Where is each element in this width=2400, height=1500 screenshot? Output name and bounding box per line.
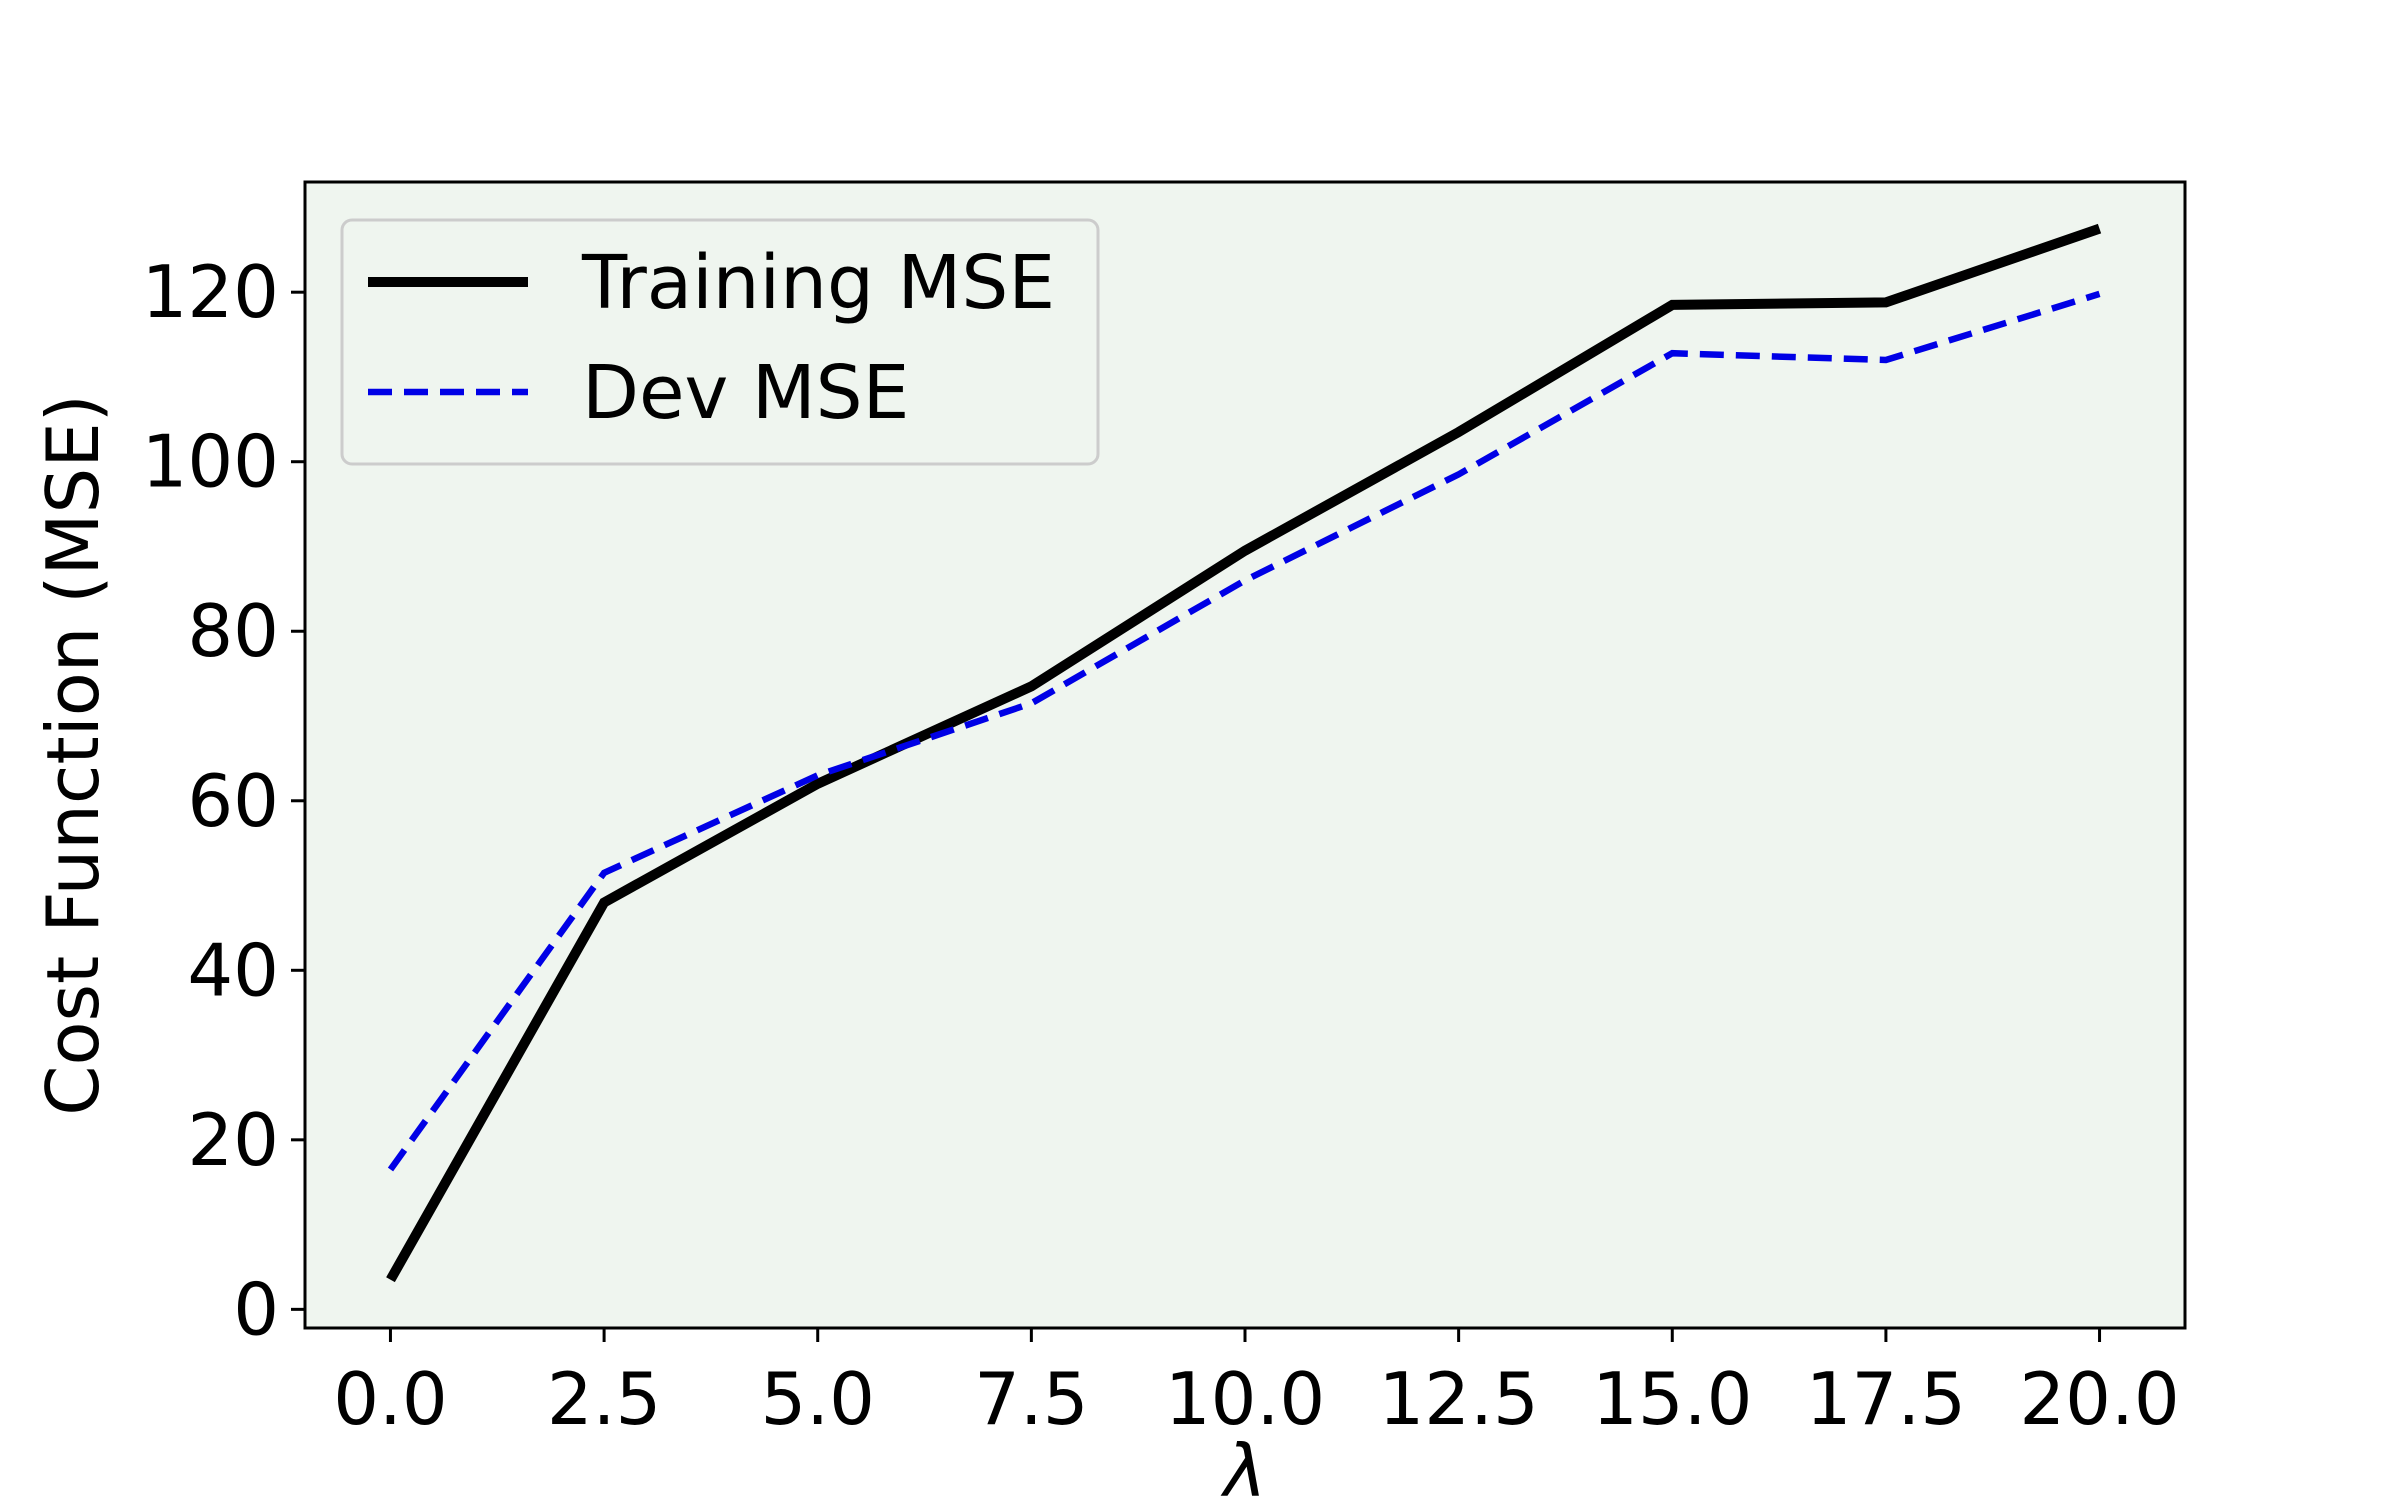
x-tick-label: 7.5 [974, 1357, 1089, 1441]
x-tick-label: 20.0 [2019, 1357, 2179, 1441]
legend-label-training-mse: Training MSE [581, 240, 1055, 326]
x-axis-label: λ [1220, 1429, 1267, 1500]
y-tick-label: 0 [233, 1267, 279, 1351]
y-tick-label: 40 [187, 928, 279, 1012]
x-tick-label: 15.0 [1592, 1357, 1752, 1441]
y-axis: 0 20 40 60 80 100 120 [142, 250, 305, 1351]
x-tick-label: 12.5 [1378, 1357, 1538, 1441]
x-tick-label: 17.5 [1806, 1357, 1966, 1441]
y-axis-label: Cost Function (MSE) [31, 394, 115, 1116]
x-tick-label: 2.5 [547, 1357, 662, 1441]
y-tick-label: 60 [187, 759, 279, 843]
legend-box [340, 218, 1100, 466]
x-tick-label: 5.0 [760, 1357, 875, 1441]
x-tick-label: 10.0 [1165, 1357, 1325, 1441]
series-line-dev-mse [387, 290, 2101, 1172]
series-line-training-mse [386, 223, 2102, 1283]
legend-label-dev-mse: Dev MSE [582, 350, 909, 436]
series-layer [386, 223, 2102, 1283]
y-tick-label: 20 [187, 1098, 279, 1182]
x-axis: 0.0 2.5 5.0 7.5 10.0 12.5 15.0 17.5 20.0 [333, 1328, 2180, 1441]
y-tick-label: 120 [142, 250, 279, 334]
x-tick-label: 0.0 [333, 1357, 448, 1441]
y-tick-label: 100 [142, 420, 279, 504]
y-tick-label: 80 [187, 589, 279, 673]
legend: Training MSE Dev MSE [340, 218, 1100, 466]
